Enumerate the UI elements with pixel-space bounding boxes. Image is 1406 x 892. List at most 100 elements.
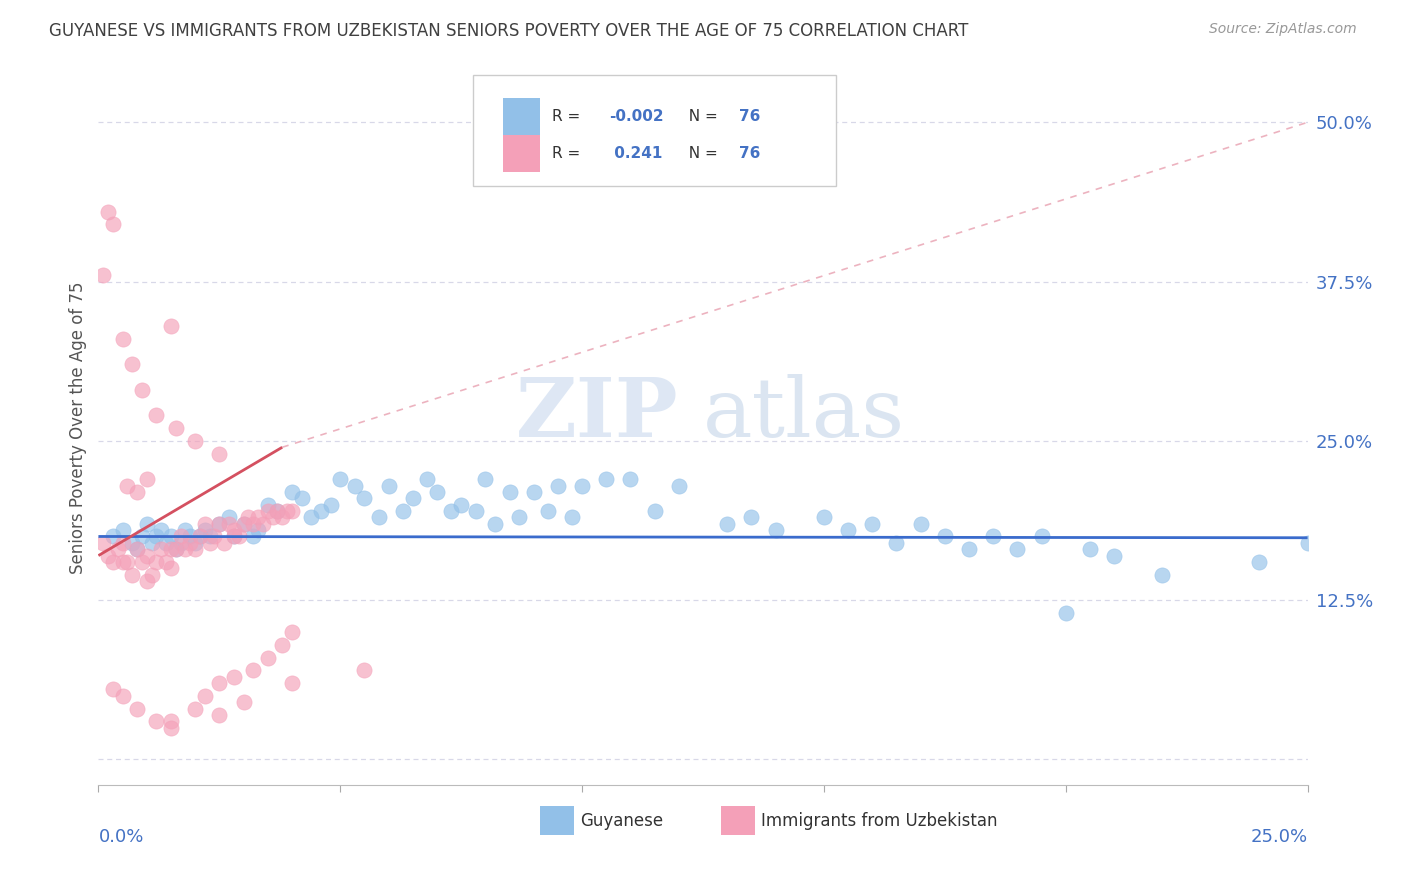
Point (145, 409, 167, 423)
Bar (721, 806, 755, 835)
Point (440, 504, 463, 518)
Text: Guyanese: Guyanese (579, 812, 662, 830)
Point (392, 504, 415, 518)
Point (934, 529, 956, 543)
Point (276, 504, 298, 518)
Point (256, 498, 278, 512)
Point (208, 516, 231, 531)
Point (127, 484, 149, 499)
Text: Immigrants from Uzbekistan: Immigrants from Uzbekistan (761, 812, 997, 830)
Point (247, 510, 270, 524)
Point (97, 204, 120, 219)
Point (329, 472, 352, 486)
Point (165, 542, 187, 557)
Text: R =: R = (551, 146, 585, 161)
Point (169, 529, 191, 543)
Point (212, 536, 235, 550)
Point (218, 510, 240, 524)
Point (450, 498, 472, 512)
Point (165, 421, 187, 435)
Point (281, 676, 304, 690)
Text: 76: 76 (740, 109, 761, 124)
Point (266, 504, 288, 518)
Point (837, 523, 859, 537)
Point (484, 516, 506, 531)
Point (281, 625, 304, 640)
Point (121, 536, 143, 550)
Point (127, 542, 149, 557)
Point (1031, 529, 1053, 543)
Point (198, 536, 221, 550)
Point (111, 523, 134, 537)
Point (160, 561, 183, 575)
Point (281, 484, 304, 499)
Point (101, 682, 124, 697)
Point (668, 478, 690, 492)
Point (222, 670, 245, 684)
Point (111, 689, 134, 703)
Point (242, 663, 264, 677)
Point (184, 542, 207, 557)
Point (228, 529, 250, 543)
Point (644, 504, 666, 518)
Point (271, 510, 294, 524)
Point (595, 472, 617, 486)
Point (343, 478, 366, 492)
Point (508, 510, 530, 524)
Point (127, 542, 149, 557)
Point (101, 555, 124, 569)
Point (160, 529, 183, 543)
Point (111, 555, 134, 569)
Point (145, 529, 167, 543)
Point (179, 529, 201, 543)
Point (537, 504, 560, 518)
Point (135, 549, 157, 563)
Point (256, 650, 278, 665)
Point (160, 319, 183, 334)
Text: R =: R = (551, 109, 585, 124)
Point (353, 663, 375, 677)
Point (141, 567, 163, 582)
Text: 0.0%: 0.0% (98, 828, 143, 846)
Point (145, 714, 167, 729)
Point (426, 484, 449, 499)
Point (165, 542, 187, 557)
Point (1007, 542, 1029, 557)
Point (131, 555, 153, 569)
Point (266, 504, 288, 518)
Point (886, 536, 908, 550)
Text: N =: N = (679, 146, 723, 161)
Point (271, 638, 294, 652)
Point (222, 529, 245, 543)
FancyBboxPatch shape (474, 75, 837, 186)
Point (121, 567, 143, 582)
Point (498, 484, 520, 499)
Point (135, 516, 157, 531)
Point (740, 510, 762, 524)
Point (1152, 567, 1174, 582)
Text: GUYANESE VS IMMIGRANTS FROM UZBEKISTAN SENIORS POVERTY OVER THE AGE OF 75 CORREL: GUYANESE VS IMMIGRANTS FROM UZBEKISTAN S… (49, 22, 969, 40)
Point (353, 491, 375, 506)
Point (91, 536, 114, 550)
Point (1054, 606, 1077, 620)
Point (242, 516, 264, 531)
Point (222, 529, 245, 543)
Text: N =: N = (679, 109, 723, 124)
Point (571, 478, 593, 492)
Point (188, 529, 211, 543)
Point (238, 510, 260, 524)
Point (208, 447, 231, 461)
Point (160, 714, 183, 729)
Point (155, 555, 177, 569)
Point (141, 536, 163, 550)
Point (765, 523, 787, 537)
Point (117, 555, 139, 569)
Point (91, 268, 114, 283)
Point (145, 555, 167, 569)
Point (547, 478, 569, 492)
Point (101, 529, 124, 543)
Point (150, 523, 173, 537)
Point (169, 536, 191, 550)
Point (135, 574, 157, 588)
Point (232, 695, 254, 709)
